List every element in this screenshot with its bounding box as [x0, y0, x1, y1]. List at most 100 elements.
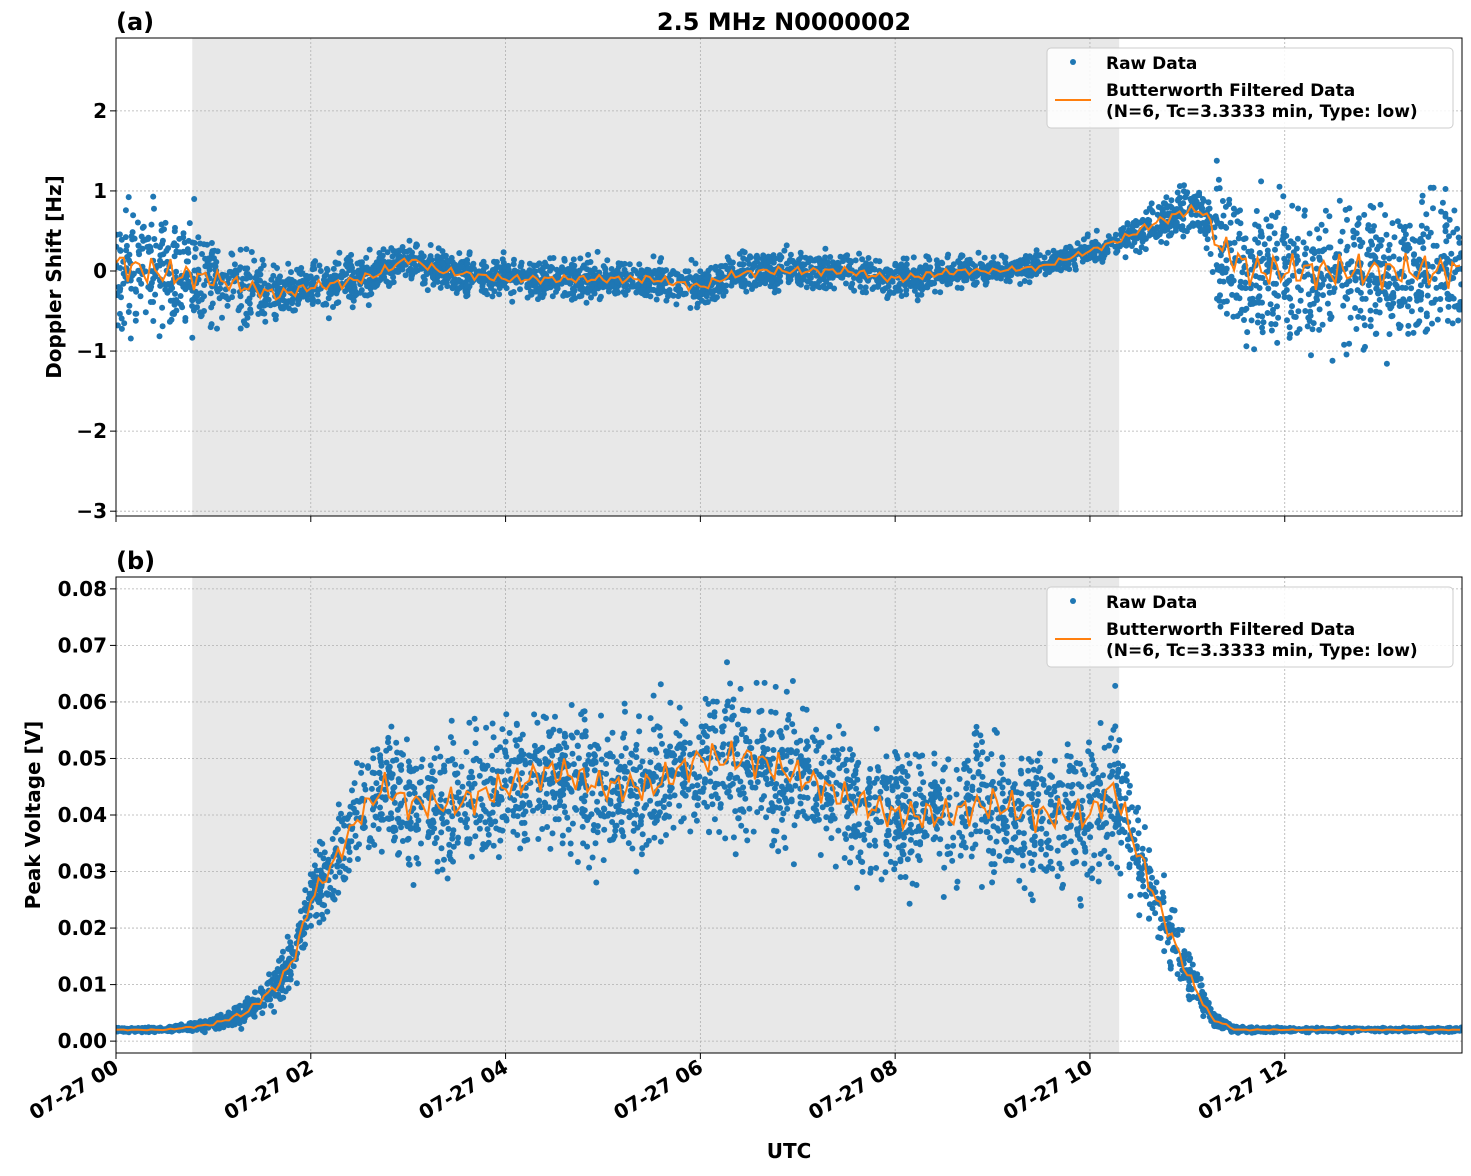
raw-data-point [1281, 256, 1287, 262]
raw-data-point [1037, 765, 1043, 771]
raw-data-point [560, 293, 566, 299]
raw-data-point [672, 270, 678, 276]
raw-data-point [775, 848, 781, 854]
raw-data-point [758, 275, 764, 281]
raw-data-point [1200, 1013, 1206, 1019]
raw-data-point [702, 732, 708, 738]
raw-data-point [209, 240, 215, 246]
raw-data-point [684, 276, 690, 282]
raw-data-point [892, 261, 898, 267]
raw-data-point [517, 286, 523, 292]
raw-data-point [198, 313, 204, 319]
raw-data-point [484, 291, 490, 297]
raw-data-point [901, 256, 907, 262]
raw-data-point [333, 273, 339, 279]
raw-data-point [1366, 247, 1372, 253]
raw-data-point [349, 787, 355, 793]
raw-data-point [358, 770, 364, 776]
raw-data-point [430, 274, 436, 280]
raw-data-point [1116, 737, 1122, 743]
raw-data-point [511, 257, 517, 263]
raw-data-point [1260, 256, 1266, 262]
raw-data-point [1024, 269, 1030, 275]
raw-data-point [1126, 864, 1132, 870]
y-tick-label: 0.08 [58, 577, 107, 601]
raw-data-point [151, 236, 157, 242]
raw-data-point [1175, 971, 1181, 977]
raw-data-point [1305, 272, 1311, 278]
legend-label-raw: Raw Data [1106, 54, 1197, 74]
raw-data-point [842, 855, 848, 861]
raw-data-point [1377, 310, 1383, 316]
raw-data-point [362, 292, 368, 298]
raw-data-point [1265, 286, 1271, 292]
raw-data-point [470, 261, 476, 267]
raw-data-point [182, 240, 188, 246]
raw-data-point [1323, 208, 1329, 214]
raw-data-point [1164, 240, 1170, 246]
raw-data-point [1289, 203, 1295, 209]
raw-data-point [776, 276, 782, 282]
raw-data-point [318, 268, 324, 274]
raw-data-point [144, 244, 150, 250]
raw-data-point [1458, 306, 1464, 312]
raw-data-point [781, 248, 787, 254]
raw-data-point [353, 833, 359, 839]
raw-data-point [1016, 878, 1022, 884]
raw-data-point [196, 298, 202, 304]
raw-data-point [1275, 210, 1281, 216]
raw-data-point [700, 739, 706, 745]
raw-data-point [638, 778, 644, 784]
raw-data-point [221, 293, 227, 299]
raw-data-point [1032, 839, 1038, 845]
raw-data-point [326, 315, 332, 321]
raw-data-point [1175, 190, 1181, 196]
raw-data-point [1345, 278, 1351, 284]
raw-data-point [407, 238, 413, 244]
raw-data-point [172, 291, 178, 297]
raw-data-point [1405, 323, 1411, 329]
raw-data-point [1202, 231, 1208, 237]
raw-data-point [1314, 291, 1320, 297]
raw-data-point [1237, 231, 1243, 237]
raw-data-point [174, 243, 180, 249]
raw-data-point [1200, 196, 1206, 202]
raw-data-point [798, 254, 804, 260]
raw-data-point [1375, 291, 1381, 297]
raw-data-point [648, 715, 654, 721]
raw-data-point [821, 285, 827, 291]
raw-data-point [356, 841, 362, 847]
raw-data-point [631, 267, 637, 273]
raw-data-point [1429, 321, 1435, 327]
raw-data-point [1437, 307, 1443, 313]
raw-data-point [319, 841, 325, 847]
raw-data-point [1065, 800, 1071, 806]
raw-data-point [1417, 236, 1423, 242]
raw-data-point [1072, 849, 1078, 855]
raw-data-point [1414, 298, 1420, 304]
raw-data-point [208, 290, 214, 296]
raw-data-point [1425, 293, 1431, 299]
raw-data-point [381, 258, 387, 264]
raw-data-point [1005, 276, 1011, 282]
raw-data-point [1263, 216, 1269, 222]
raw-data-point [554, 267, 560, 273]
raw-data-point [251, 258, 257, 264]
raw-data-point [123, 207, 129, 213]
raw-data-point [189, 335, 195, 341]
raw-data-point [162, 287, 168, 293]
raw-data-point [948, 265, 954, 271]
raw-data-point [1313, 249, 1319, 255]
raw-data-point [835, 260, 841, 266]
raw-data-point [1316, 254, 1322, 260]
raw-data-point [501, 283, 507, 289]
raw-data-point [1402, 224, 1408, 230]
y-tick-label: 0.02 [58, 916, 107, 940]
raw-data-point [784, 242, 790, 248]
raw-data-point [150, 318, 156, 324]
raw-data-point [563, 267, 569, 273]
raw-data-point [1320, 282, 1326, 288]
raw-data-point [1268, 301, 1274, 307]
raw-data-point [243, 246, 249, 252]
raw-data-point [867, 766, 873, 772]
